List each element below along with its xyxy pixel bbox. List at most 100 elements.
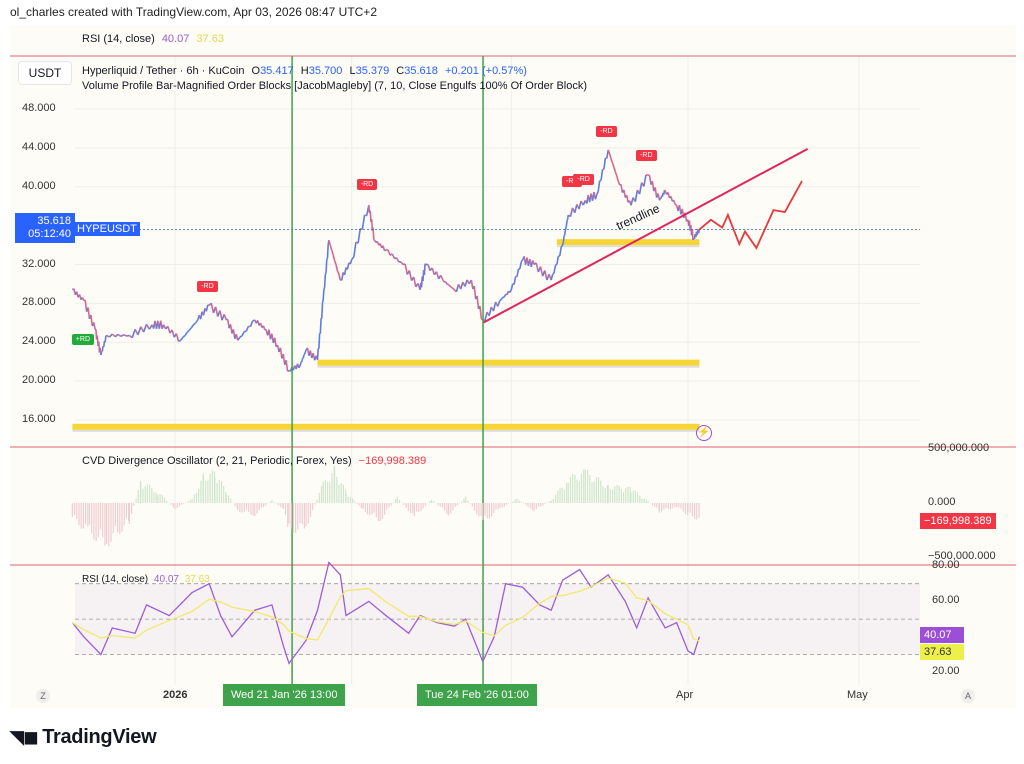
price-candle xyxy=(104,335,107,343)
price-candle xyxy=(560,244,564,248)
currency-button[interactable]: USDT xyxy=(18,61,72,85)
price-candle xyxy=(423,263,426,275)
top-rsi-legend: RSI (14, close) 40.07 37.63 xyxy=(82,33,224,45)
price-candle xyxy=(594,194,598,200)
price-candle xyxy=(182,334,186,338)
rsi-label[interactable]: RSI (14, close) xyxy=(82,574,149,585)
crosshair-time-label-2: Tue 24 Feb '26 01:00 xyxy=(417,684,537,706)
price-candle xyxy=(555,263,558,266)
price-candle xyxy=(120,334,125,338)
price-candle xyxy=(516,269,520,277)
price-candle xyxy=(188,327,192,331)
price-candle xyxy=(459,281,464,290)
close-label: C xyxy=(396,65,405,77)
price-candle xyxy=(445,281,448,285)
open-label: O xyxy=(251,65,261,77)
price-candle xyxy=(145,323,151,330)
order-block-shadow xyxy=(317,365,700,368)
price-candle xyxy=(638,182,643,195)
price-candle xyxy=(455,284,460,292)
price-candle xyxy=(324,272,327,275)
price-candle xyxy=(565,221,568,228)
bullish-divergence-label: +RD xyxy=(71,333,94,345)
price-candle xyxy=(351,256,355,261)
price-candle xyxy=(643,174,647,187)
price-candle xyxy=(333,260,337,265)
price-candle xyxy=(81,297,85,301)
price-candle xyxy=(473,285,477,300)
price-candle xyxy=(617,180,621,186)
price-candle xyxy=(245,326,250,332)
top-rsi-label: RSI (14, close) xyxy=(82,33,155,45)
chart-canvas[interactable] xyxy=(10,25,1016,708)
price-candle xyxy=(180,336,184,341)
price-candle xyxy=(328,240,332,246)
price-candle xyxy=(623,189,627,198)
price-candle xyxy=(346,262,350,270)
price-candle xyxy=(382,245,386,251)
price-candle xyxy=(476,295,480,310)
price-candle xyxy=(492,301,497,312)
price-candle xyxy=(239,335,243,338)
price-candle xyxy=(285,360,289,372)
auto-scale-a-button[interactable]: A xyxy=(961,689,975,703)
price-tick-label: 20.000 xyxy=(22,374,56,387)
price-candle xyxy=(535,262,540,273)
price-candle xyxy=(298,364,302,369)
price-candle xyxy=(634,189,639,202)
price-candle xyxy=(301,358,304,363)
price-candle xyxy=(123,333,127,337)
chart-frame[interactable]: RSI (14, close) 40.07 37.63 USDT Hyperli… xyxy=(10,25,1016,708)
price-candle xyxy=(509,289,513,293)
price-candle xyxy=(340,272,344,281)
projection-path xyxy=(698,180,803,250)
price-candle xyxy=(175,333,180,342)
price-candle xyxy=(630,197,634,206)
price-candle xyxy=(550,274,554,281)
lightning-icon[interactable]: ⚡ xyxy=(696,425,712,441)
rsi-ma-last-value-tag: 37.63 xyxy=(920,644,964,660)
price-candle xyxy=(603,157,607,170)
price-candle xyxy=(262,325,266,330)
price-candle xyxy=(335,264,339,272)
price-candle xyxy=(412,276,417,287)
price-candle xyxy=(670,196,674,202)
price-candle xyxy=(373,238,376,241)
indicator-legend[interactable]: Volume Profile Bar-Magnified Order Block… xyxy=(82,80,588,92)
price-candle xyxy=(142,324,148,333)
price-candle xyxy=(564,226,567,230)
rsi-tick-label: 60.00 xyxy=(932,594,960,607)
order-block-shadow xyxy=(72,429,700,432)
tv-logo-icon: ◥◼ xyxy=(10,727,39,747)
bearish-divergence-label: -RD xyxy=(356,179,378,191)
price-candle xyxy=(558,247,562,257)
cvd-tick-label: −500,000.000 xyxy=(928,550,996,562)
price-candle xyxy=(552,272,555,275)
price-candle xyxy=(452,287,455,291)
bar-countdown: 05:12:40 xyxy=(28,228,71,240)
price-candle xyxy=(562,236,565,243)
price-candle xyxy=(435,271,440,280)
price-candle xyxy=(497,300,501,307)
low-label: L xyxy=(349,65,356,77)
bearish-divergence-label: -RD xyxy=(197,281,218,293)
time-tick-label: May xyxy=(847,689,868,701)
price-candle xyxy=(395,257,400,263)
rsi-legend: RSI (14, close) 40.07 37.63 xyxy=(82,574,210,585)
price-candle xyxy=(319,318,322,334)
price-candle xyxy=(520,259,524,263)
cvd-label[interactable]: CVD Divergence Oscillator (2, 21, Period… xyxy=(82,455,352,467)
auto-scale-z-button[interactable]: Z xyxy=(36,689,50,703)
price-candle xyxy=(111,333,116,338)
price-candle xyxy=(596,190,599,195)
open-value: 35.417 xyxy=(260,65,294,77)
low-value: 35.379 xyxy=(355,65,390,77)
price-candle xyxy=(195,319,199,324)
price-candle xyxy=(610,158,614,164)
price-candle xyxy=(427,264,431,271)
price-candle xyxy=(449,285,452,289)
price-candle xyxy=(126,334,130,337)
symbol-title[interactable]: Hyperliquid / Tether · 6h · KuCoin xyxy=(82,65,245,77)
price-candle xyxy=(566,218,569,223)
high-label: H xyxy=(300,65,309,77)
